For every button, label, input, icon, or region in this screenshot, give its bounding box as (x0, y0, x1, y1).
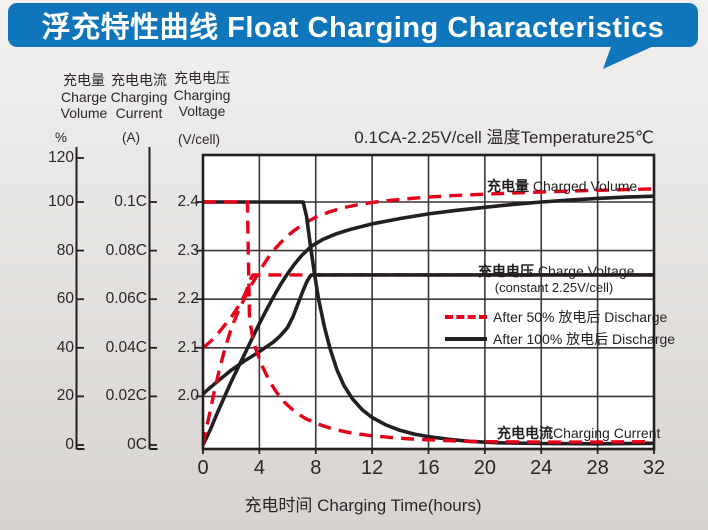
x-tick-label: 20 (473, 457, 496, 479)
charge-voltage-sublabel: (constant 2.25V/cell) (494, 280, 614, 295)
voltage-tick-label: 2.4 (177, 193, 199, 210)
volume-tick-label: 0 (65, 436, 74, 453)
charge-voltage-label-zh: 充电电压 (478, 263, 534, 279)
voltage-axis-unit: (V/cell) (177, 132, 220, 147)
banner-tail-shape (603, 44, 658, 69)
voltage-axis-title-en1: Charging (173, 86, 231, 103)
current-tick-label: 0.1C (114, 193, 147, 210)
charging-current-label-zh: 充电电流 (497, 425, 553, 441)
current-tick-label: 0.08C (105, 241, 147, 259)
x-tick-label: 24 (530, 457, 553, 479)
legend-row-after-100: After 100% 放电后 Discharge (445, 328, 675, 350)
voltage-axis-title-en2: Voltage (178, 103, 226, 119)
volume-axis-title-en1: Charge (61, 88, 107, 105)
legend-label-after-50: After 50% 放电后 Discharge (493, 309, 668, 325)
legend-row-after-50: After 50% 放电后 Discharge (445, 306, 675, 328)
x-axis-title: 充电时间 Charging Time(hours) (244, 496, 482, 515)
current-axis-unit: (A) (122, 130, 140, 145)
current-axis-title-zh: 充电电流 (111, 72, 167, 88)
voltage-axis-header: 充电电压 Charging Voltage (157, 70, 247, 120)
curve-current_after_50 (203, 200, 655, 444)
current-axis-title-en2: Current (115, 105, 163, 121)
x-tick-label: 16 (417, 457, 440, 479)
voltage-tick-label: 2.3 (177, 241, 199, 259)
volume-tick-label: 100 (48, 193, 74, 210)
legend-solid-line-swatch (445, 337, 487, 341)
volume-axis-unit: % (54, 130, 67, 145)
current-axis-header: 充电电流 Charging Current (94, 72, 184, 122)
x-tick-label: 0 (197, 457, 209, 479)
curve-volume_after_100 (201, 194, 655, 446)
curve-current_after_100 (203, 200, 655, 446)
current-tick-label: 0C (127, 436, 147, 453)
voltage-tick-label: 2.0 (177, 387, 199, 405)
legend: After 50% 放电后 Discharge After 100% 放电后 D… (445, 306, 675, 350)
charge-voltage-label: 充电电压 Charge Voltage (478, 261, 634, 281)
current-axis-title-en1: Charging (110, 88, 168, 105)
current-tick-label: 0.02C (105, 387, 147, 405)
volume-axis-header: 充电量 Charge Volume (39, 72, 129, 122)
voltage-tick-label: 2.2 (177, 290, 199, 308)
volume-tick-label: 80 (56, 241, 74, 259)
charged-volume-label-zh: 充电量 (487, 178, 529, 194)
page-title: 浮充特性曲线 Float Charging Characteristics (41, 12, 665, 44)
volume-tick-label: 40 (56, 338, 74, 356)
charged-volume-label: 充电量 Charged Volume (487, 176, 637, 196)
curve-voltage_after_100 (201, 273, 654, 396)
condition-note: 0.1CA-2.25V/cell 温度Temperature25℃ (354, 128, 654, 147)
volume-tick-label: 120 (48, 149, 74, 166)
x-tick-label: 12 (361, 457, 384, 479)
charging-current-label: 充电电流Charging Current (497, 423, 660, 443)
current-tick-label: 0.06C (105, 290, 147, 308)
voltage-axis-title-zh: 充电电压 (174, 70, 230, 86)
voltage-tick-label: 2.1 (177, 338, 199, 356)
volume-axis-title-zh: 充电量 (63, 72, 105, 88)
charge-voltage-label-en: Charge Voltage (534, 263, 635, 279)
current-tick-label: 0.04C (105, 338, 147, 356)
charged-volume-label-en: Charged Volume (529, 178, 638, 194)
x-tick-label: 4 (253, 457, 265, 479)
volume-axis-title-en2: Volume (60, 105, 108, 121)
x-tick-label: 8 (310, 457, 322, 479)
volume-tick-label: 20 (56, 387, 74, 405)
x-tick-label: 28 (586, 457, 609, 479)
legend-dashed-line-swatch (445, 315, 487, 319)
x-tick-label: 32 (642, 457, 666, 479)
charging-current-label-en: Charging Current (553, 425, 661, 441)
legend-label-after-100: After 100% 放电后 Discharge (493, 331, 676, 347)
volume-tick-label: 60 (56, 290, 74, 308)
title-banner: 浮充特性曲线 Float Charging Characteristics (8, 3, 698, 47)
